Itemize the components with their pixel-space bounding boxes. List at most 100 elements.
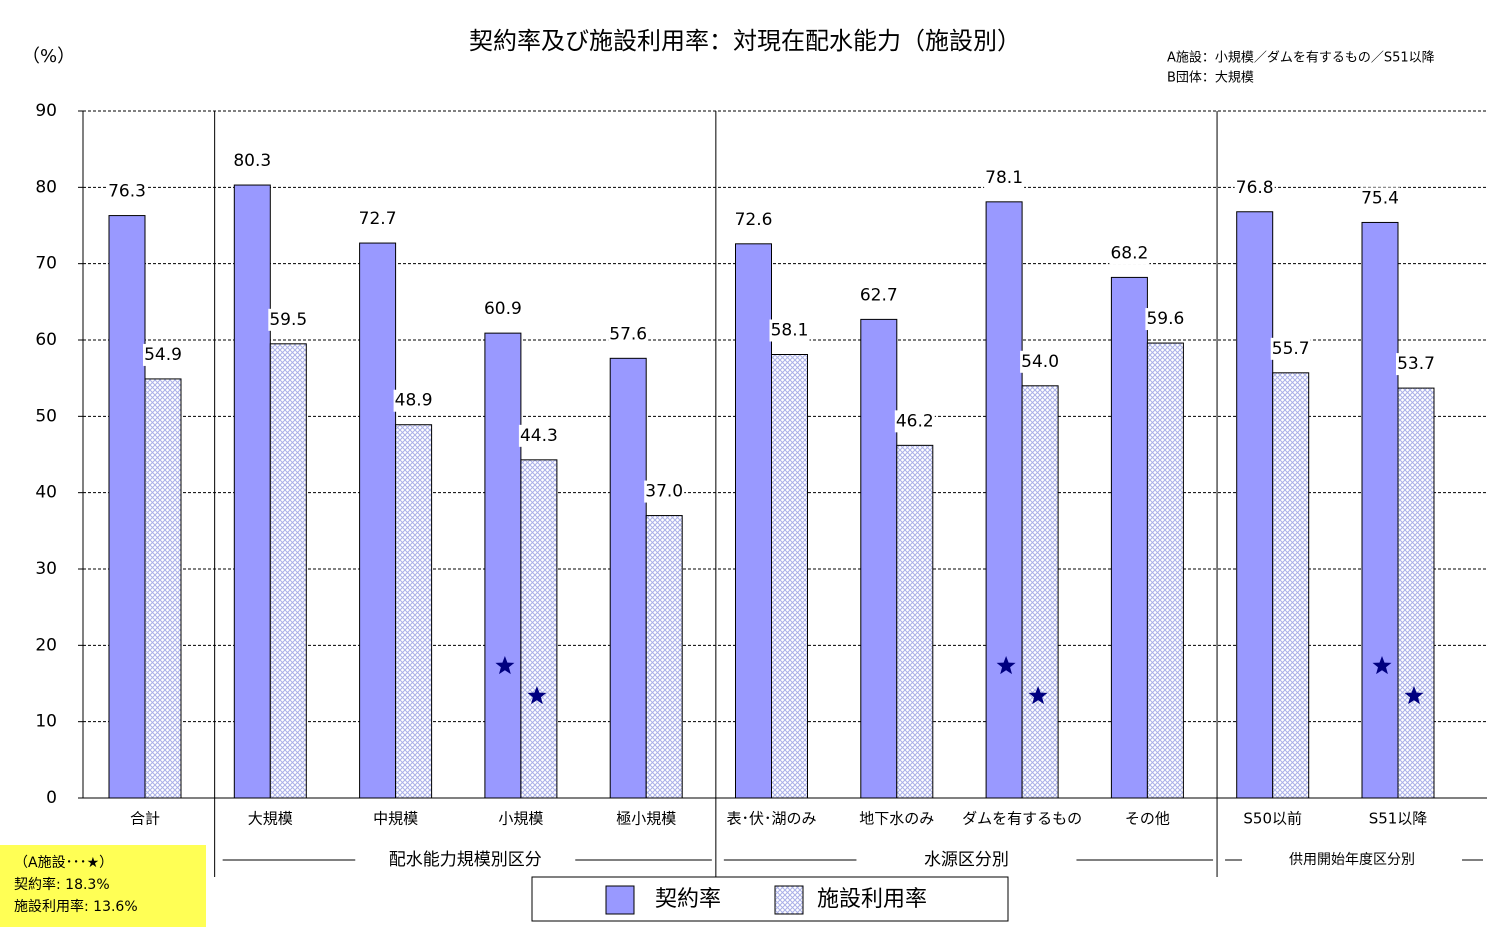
bar — [108, 215, 146, 799]
star — [495, 656, 515, 675]
bar — [771, 354, 808, 799]
value-label: 54.0 — [1021, 352, 1059, 372]
y-tick-label: 40 — [35, 483, 57, 503]
group-label: 水源区分別 — [924, 850, 1009, 870]
value-label-bg — [393, 389, 434, 412]
bar — [1236, 211, 1274, 799]
bar — [144, 378, 182, 799]
bar — [1272, 372, 1310, 799]
x-tick-label: 地下水のみ — [859, 810, 934, 828]
star-box-text: （A施設･･･★） — [14, 855, 113, 871]
value-label-bg — [1360, 187, 1400, 210]
value-label-bg — [608, 323, 649, 346]
bar — [1397, 387, 1435, 799]
x-tick-label: 大規模 — [248, 810, 293, 828]
value-label-bg — [1020, 350, 1061, 373]
bar — [395, 424, 433, 799]
value-label: 48.9 — [395, 391, 433, 411]
value-label: 78.1 — [985, 168, 1023, 188]
value-label-bg — [858, 284, 899, 307]
x-tick-label: 合計 — [130, 810, 160, 828]
star — [1372, 656, 1392, 675]
y-tick-label: 80 — [35, 177, 57, 197]
value-label: 54.9 — [144, 345, 182, 365]
legend-swatch — [605, 885, 635, 915]
bar — [645, 515, 683, 799]
x-tick-label: 極小規模 — [616, 810, 676, 828]
y-tick-label: 70 — [35, 254, 57, 274]
value-label: 68.2 — [1110, 243, 1148, 263]
value-label: 80.3 — [233, 151, 271, 171]
value-label-bg — [357, 208, 398, 231]
value-label-bg — [644, 480, 685, 503]
value-label: 60.9 — [484, 299, 522, 319]
star — [1404, 686, 1424, 705]
value-label: 76.3 — [108, 182, 146, 202]
bar — [1146, 342, 1184, 799]
x-tick-label: S51以降 — [1369, 810, 1428, 828]
value-label: 46.2 — [896, 411, 934, 431]
bar — [520, 459, 558, 799]
value-label: 76.8 — [1236, 178, 1274, 198]
group-label-bg — [1242, 849, 1463, 871]
value-label-bg — [268, 308, 309, 331]
value-label-bg — [143, 343, 183, 366]
x-tick-label: 表･伏･湖のみ — [726, 810, 816, 828]
x-tick-label: その他 — [1125, 810, 1170, 828]
x-tick-label: 小規模 — [498, 810, 543, 828]
value-label-bg — [1396, 353, 1436, 376]
chart-title: 契約率及び施設利用率：対現在配水能力（施設別） — [469, 27, 1021, 55]
legend-swatch — [774, 885, 804, 915]
value-label: 72.7 — [359, 209, 397, 229]
value-label: 58.1 — [771, 321, 809, 341]
note: B団体：大規模 — [1167, 71, 1254, 86]
value-label: 75.4 — [1361, 188, 1399, 208]
y-tick-label: 60 — [35, 330, 57, 350]
star-box — [0, 845, 206, 927]
value-label: 44.3 — [520, 426, 558, 446]
y-axis-unit: （%） — [22, 46, 75, 67]
bar — [985, 201, 1023, 799]
star-box-text: 施設利用率: 13.6% — [14, 898, 138, 915]
value-label-bg — [1145, 308, 1186, 331]
y-tick-label: 90 — [35, 101, 57, 121]
bar — [233, 184, 271, 799]
y-tick-label: 20 — [35, 635, 57, 655]
legend-label: 契約率 — [655, 887, 721, 912]
value-label-bg — [482, 298, 523, 321]
bar — [1361, 221, 1399, 799]
group-label: 配水能力規模別区分 — [389, 850, 542, 870]
value-label: 59.5 — [269, 310, 307, 330]
x-tick-label: S50以前 — [1243, 810, 1302, 828]
bar — [1110, 276, 1148, 799]
value-label-bg — [107, 180, 147, 203]
star-box-text: 契約率: 18.3% — [14, 876, 110, 893]
value-label-bg — [232, 150, 273, 173]
value-label: 62.7 — [860, 285, 898, 305]
value-label: 72.6 — [735, 210, 773, 230]
value-label-bg — [1234, 176, 1275, 199]
x-tick-label: 中規模 — [373, 810, 418, 828]
y-tick-label: 0 — [46, 788, 57, 808]
value-label-bg — [769, 319, 810, 342]
group-label-bg — [355, 849, 576, 871]
bar — [269, 343, 307, 799]
bar — [860, 318, 898, 799]
star — [1028, 686, 1048, 705]
y-tick-label: 50 — [35, 406, 57, 426]
note: A施設：小規模／ダムを有するもの／S51以降 — [1167, 50, 1435, 66]
legend-label: 施設利用率 — [817, 887, 927, 912]
bar — [359, 242, 397, 799]
value-label: 59.6 — [1146, 309, 1184, 329]
value-label: 37.0 — [645, 482, 683, 502]
value-label: 57.6 — [609, 324, 647, 344]
y-tick-label: 30 — [35, 559, 57, 579]
value-label-bg — [894, 410, 935, 433]
value-label-bg — [518, 424, 559, 447]
bar — [484, 332, 522, 799]
star — [996, 656, 1016, 675]
value-label: 55.7 — [1272, 339, 1310, 359]
star — [527, 686, 547, 705]
value-label-bg — [1270, 337, 1311, 360]
